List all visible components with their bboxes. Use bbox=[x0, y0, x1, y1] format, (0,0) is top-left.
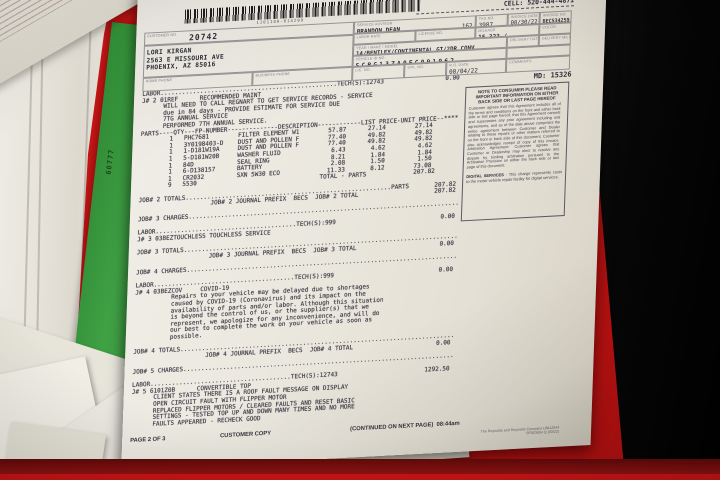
table-edge-bright-band bbox=[0, 474, 720, 480]
license-no-label: LICENSE NO. bbox=[418, 30, 444, 36]
home-phone-label: HOME PHONE bbox=[145, 77, 173, 84]
invoice-body: LABOR...................................… bbox=[130, 74, 460, 429]
table-edge-dark-band bbox=[0, 459, 720, 474]
continued-text: (CONTINUED ON NEXT PAGE) bbox=[349, 422, 434, 433]
customer-no-value: 20742 bbox=[188, 31, 219, 43]
labor-rate-label: LABOR RATE bbox=[356, 33, 381, 40]
invoice-paper: 1101180-014299 CELL: 520-444-4871 CUSTOM… bbox=[121, 0, 608, 470]
page-indicator: PAGE 2 OF 3 bbox=[130, 436, 166, 445]
stk-no-label: STK. NO. bbox=[407, 64, 425, 70]
note-digital: DIGITAL SERVICES - This charge represent… bbox=[466, 169, 562, 184]
vendor-imprint: The Reynolds and Reynolds Company UNI428… bbox=[421, 426, 560, 442]
note-body: Customer agrees that this Agreement incl… bbox=[466, 101, 561, 170]
comments-label: COMMENTS bbox=[509, 58, 532, 65]
lic-no-label: LIC. NO. bbox=[355, 67, 371, 73]
business-phone-label: BUSINESS PHONE bbox=[255, 71, 291, 78]
consumer-note-box: NOTE TO CONSUMER PLEASE READ IMPORTANT I… bbox=[460, 81, 570, 222]
print-time: 08:44am bbox=[436, 420, 460, 428]
delivery-miles-label: DELIVERY MILES bbox=[541, 34, 572, 41]
delivery-date-label: DELIVERY DATE bbox=[509, 36, 540, 43]
color-label: COLOR bbox=[542, 24, 557, 30]
folder-label: 60777 bbox=[104, 148, 116, 176]
